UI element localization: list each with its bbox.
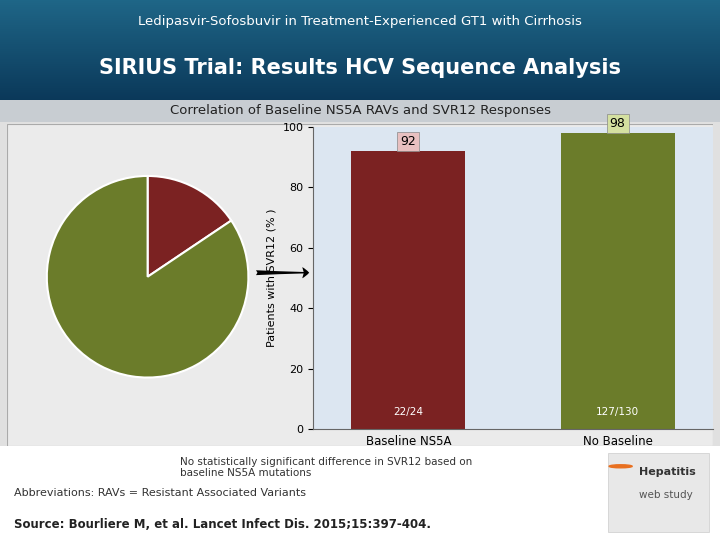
Bar bbox=[608, 453, 709, 532]
Text: Source: Bourliere M, et al. Lancet Infect Dis. 2015;15:397-404.: Source: Bourliere M, et al. Lancet Infec… bbox=[14, 518, 431, 531]
Text: Correlation of Baseline NS5A RAVs and SVR12 Responses: Correlation of Baseline NS5A RAVs and SV… bbox=[169, 104, 551, 117]
Text: SIRIUS Trial: Results HCV Sequence Analysis: SIRIUS Trial: Results HCV Sequence Analy… bbox=[99, 58, 621, 78]
Text: 22/24: 22/24 bbox=[393, 407, 423, 417]
Text: 98: 98 bbox=[610, 117, 626, 130]
Wedge shape bbox=[148, 176, 231, 276]
Text: web study: web study bbox=[639, 490, 693, 500]
Circle shape bbox=[609, 465, 632, 468]
Text: 92: 92 bbox=[400, 135, 416, 148]
Text: No statistically significant difference in SVR12 based on
baseline NS5A mutation: No statistically significant difference … bbox=[180, 457, 472, 478]
Wedge shape bbox=[47, 176, 248, 377]
Ellipse shape bbox=[49, 255, 246, 314]
Y-axis label: Patients with SVR12 (% ): Patients with SVR12 (% ) bbox=[267, 209, 277, 347]
Bar bbox=[351, 151, 465, 429]
Text: Abbreviations: RAVs = Resistant Associated Variants: Abbreviations: RAVs = Resistant Associat… bbox=[14, 488, 307, 498]
Text: Ledipasvir-Sofosbuvir in Treatment-Experienced GT1 with Cirrhosis: Ledipasvir-Sofosbuvir in Treatment-Exper… bbox=[138, 16, 582, 29]
Bar bbox=[561, 133, 675, 429]
Text: 127/130: 127/130 bbox=[596, 407, 639, 417]
Text: Hepatitis: Hepatitis bbox=[639, 467, 696, 477]
